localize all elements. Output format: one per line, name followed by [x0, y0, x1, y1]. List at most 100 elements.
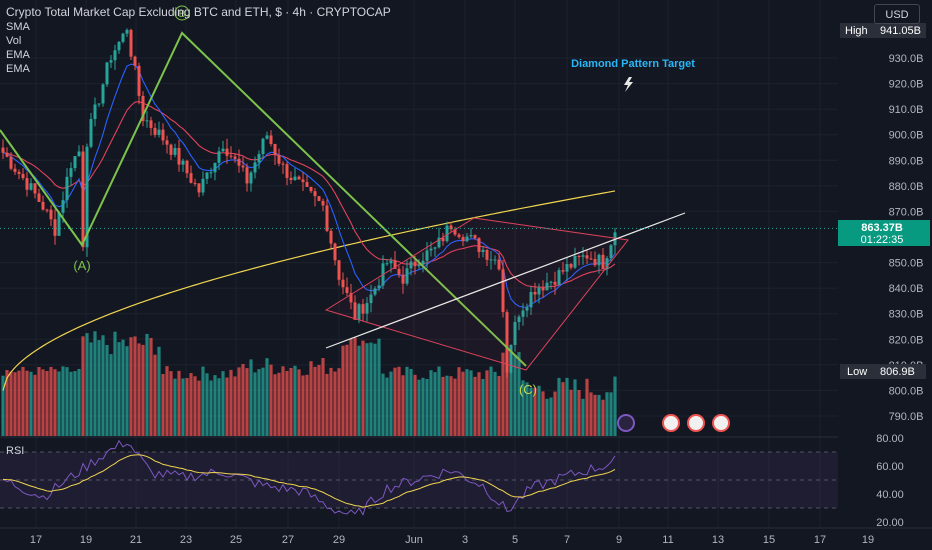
event-us-flag-icon — [687, 414, 705, 432]
volume-bar — [269, 364, 273, 436]
candle-body — [465, 236, 469, 242]
candle-body — [537, 287, 541, 295]
candle-body — [137, 65, 141, 96]
candle-body — [521, 310, 525, 317]
volume-bar — [373, 343, 377, 436]
time-tick-label: 5 — [512, 534, 518, 546]
candle-body — [385, 263, 389, 265]
candle-body — [453, 229, 457, 235]
volume-bar — [221, 371, 225, 436]
event-us-flag-icon — [712, 414, 730, 432]
volume-bar — [569, 389, 573, 436]
volume-bar — [473, 376, 477, 436]
candle-body — [33, 183, 37, 194]
volume-bar — [585, 378, 589, 436]
volume-bar — [33, 374, 37, 436]
time-tick-label: 21 — [130, 534, 142, 546]
volume-bar — [109, 354, 113, 436]
volume-bar — [261, 367, 265, 436]
candle-body — [417, 264, 421, 267]
time-tick-label: 15 — [763, 534, 775, 546]
wave-zigzag-line — [0, 31, 527, 367]
volume-bar — [521, 380, 525, 436]
time-tick-label: 25 — [230, 534, 242, 546]
volume-bar — [157, 346, 161, 436]
candle-body — [285, 164, 289, 178]
candle-body — [353, 302, 357, 320]
candle-body — [105, 62, 109, 85]
rsi-tick-label: 40.00 — [876, 489, 904, 501]
volume-bar — [137, 343, 141, 436]
volume-bar — [337, 368, 341, 436]
volume-bar — [369, 342, 373, 436]
volume-bar — [505, 350, 509, 436]
volume-bar — [1, 375, 5, 436]
volume-bar — [453, 378, 457, 436]
candle-body — [89, 119, 93, 147]
indicator-sma[interactable]: SMA — [6, 21, 30, 33]
candle-body — [305, 182, 309, 187]
volume-bar — [69, 371, 73, 436]
volume-bar — [237, 367, 241, 436]
volume-bar — [117, 342, 121, 436]
volume-bar — [229, 369, 233, 436]
time-tick-label: 17 — [814, 534, 826, 546]
volume-bar — [377, 338, 381, 436]
price-tick-label: 800.0B — [889, 385, 924, 397]
candle-body — [145, 120, 149, 122]
volume-bar — [21, 366, 25, 436]
lightning-icon — [624, 77, 633, 92]
volume-bars — [1, 331, 617, 436]
volume-bar — [365, 343, 369, 436]
candle-body — [133, 56, 137, 66]
volume-bar — [161, 373, 165, 436]
price-tick-label: 910.0B — [889, 104, 924, 116]
candle-body — [321, 200, 325, 206]
candle-body — [201, 178, 205, 193]
candle-body — [497, 259, 501, 270]
volume-bar — [25, 370, 29, 436]
candle-body — [65, 176, 69, 201]
volume-bar — [565, 377, 569, 436]
volume-bar — [441, 376, 445, 436]
time-axis-background — [0, 528, 932, 550]
candle-body — [377, 285, 381, 289]
volume-bar — [609, 392, 613, 436]
rsi-ma-line — [2, 454, 616, 508]
volume-bar — [573, 379, 577, 436]
candle-body — [593, 258, 597, 266]
volume-bar — [185, 377, 189, 436]
candle-body — [369, 294, 373, 304]
volume-bar — [29, 371, 33, 436]
candle-body — [197, 183, 201, 193]
indicator-ema-1[interactable]: EMA — [6, 49, 30, 61]
price-tick-label: 890.0B — [889, 155, 924, 167]
candle-body — [261, 138, 265, 155]
candle-body — [253, 162, 257, 173]
candle-body — [493, 259, 497, 261]
candle-body — [173, 147, 177, 155]
volume-bar — [285, 370, 289, 436]
time-tick-label: 17 — [30, 534, 42, 546]
candle-body — [445, 225, 449, 242]
candle-body — [349, 292, 353, 303]
volume-bar — [173, 378, 177, 436]
candle-body — [109, 60, 113, 63]
indicator-ema-2[interactable]: EMA — [6, 63, 30, 75]
volume-bar — [509, 350, 513, 436]
volume-bar — [541, 391, 545, 436]
volume-bar — [81, 336, 85, 436]
volume-bar — [465, 369, 469, 436]
candle-body — [125, 29, 129, 34]
time-tick-label: 19 — [862, 534, 874, 546]
wave-label-a: (A) — [73, 258, 90, 273]
volume-bar — [361, 340, 365, 436]
volume-bar — [577, 389, 581, 436]
candle-body — [545, 282, 549, 291]
currency-button[interactable]: USD — [874, 4, 920, 24]
indicator-vol[interactable]: Vol — [6, 35, 22, 47]
candle-body — [309, 186, 313, 192]
volume-bar — [593, 394, 597, 436]
rsi-line — [2, 439, 616, 516]
